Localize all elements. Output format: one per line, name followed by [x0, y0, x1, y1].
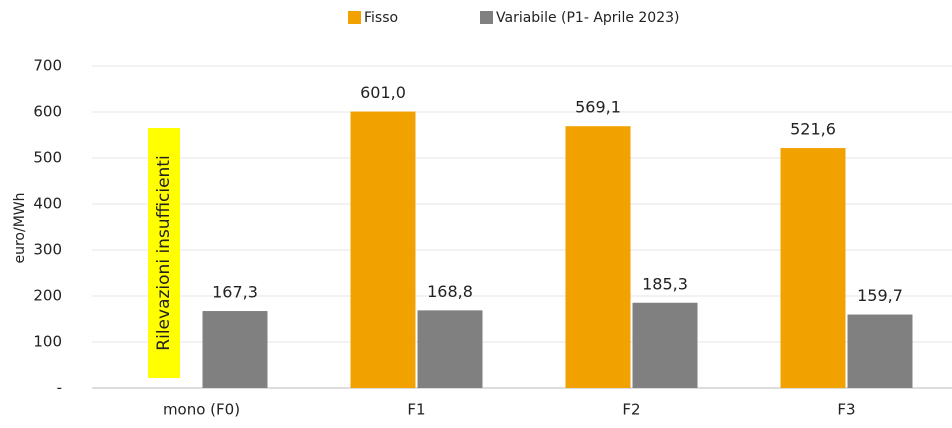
- y-tick-label: 200: [33, 287, 62, 305]
- legend-swatch: [480, 11, 493, 24]
- legend-swatch: [348, 11, 361, 24]
- bar: [780, 148, 846, 388]
- x-tick-label: F2: [622, 401, 640, 419]
- legend-label: Variabile (P1- Aprile 2023): [496, 10, 680, 26]
- bar: [565, 126, 631, 389]
- bar: [847, 314, 913, 388]
- value-label: 521,6: [790, 120, 836, 139]
- bar: [417, 310, 483, 388]
- x-tick-label: F1: [407, 401, 425, 419]
- y-tick-label: 600: [33, 103, 62, 121]
- y-tick-label: 400: [33, 195, 62, 213]
- value-label: 185,3: [642, 274, 688, 293]
- x-tick-label: F3: [837, 401, 855, 419]
- x-tick-label: mono (F0): [163, 401, 240, 419]
- y-tick-label: 500: [33, 149, 62, 167]
- bar: [202, 311, 268, 388]
- y-tick-label: -: [57, 379, 62, 397]
- y-tick-label: 700: [33, 57, 62, 75]
- annotation-highlight: [148, 128, 180, 378]
- annotation: Rilevazioni insufficienti: [154, 155, 174, 350]
- value-label: 159,7: [857, 286, 903, 305]
- y-tick-label: 100: [33, 333, 62, 351]
- bar: [632, 302, 698, 388]
- y-axis-title: euro/MWh: [12, 192, 28, 263]
- value-label: 569,1: [575, 98, 621, 117]
- legend-label: Fisso: [364, 10, 398, 26]
- bar: [350, 111, 416, 388]
- value-label: 167,3: [212, 283, 258, 302]
- y-tick-label: 300: [33, 241, 62, 259]
- value-label: 168,8: [427, 282, 473, 301]
- value-label: 601,0: [360, 83, 406, 102]
